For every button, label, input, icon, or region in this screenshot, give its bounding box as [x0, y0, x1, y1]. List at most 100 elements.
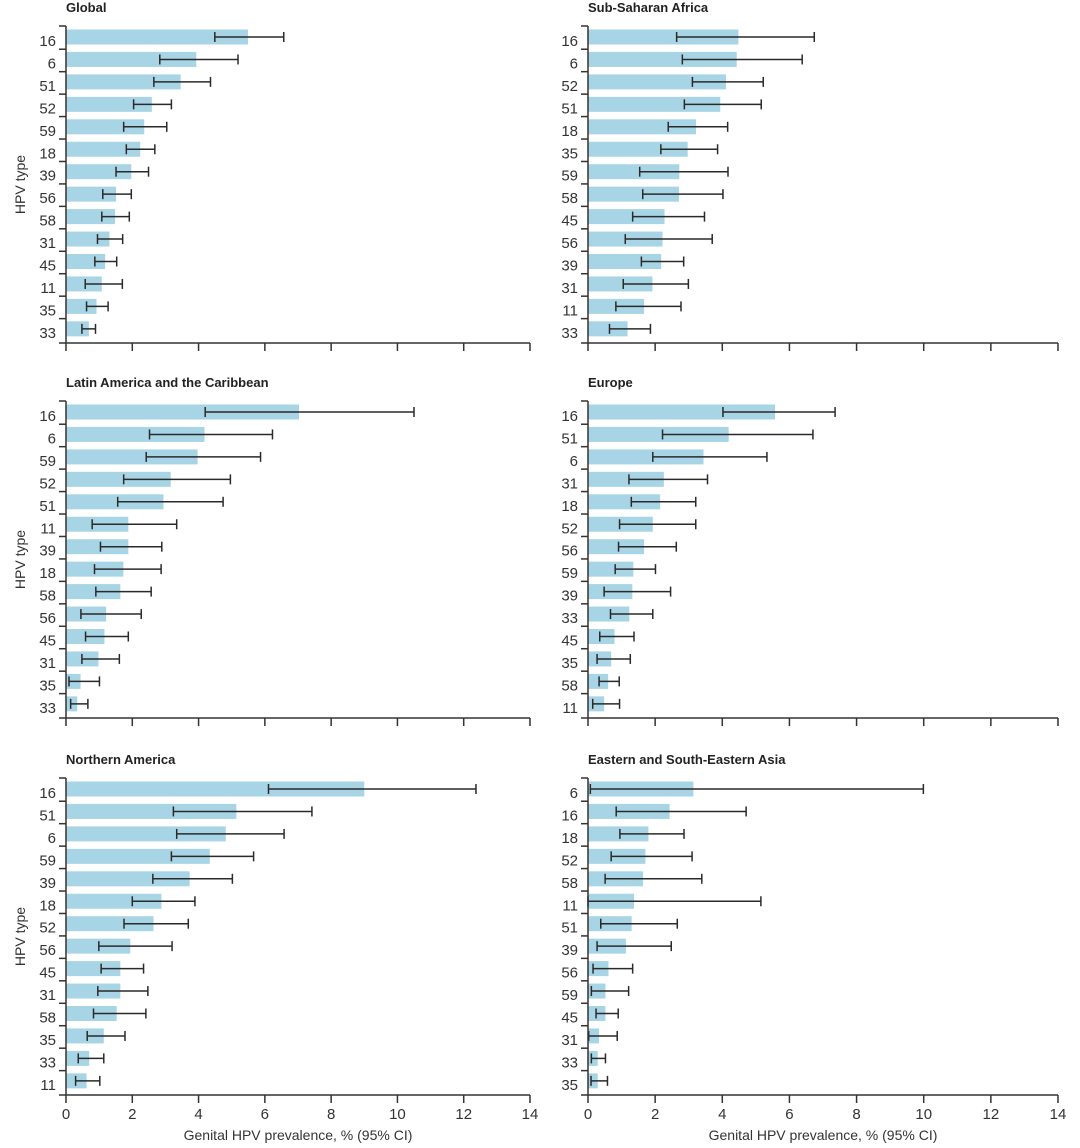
bar-hpv-39: [66, 539, 129, 555]
bar-hpv-18: [588, 494, 661, 510]
error-bar-hpv-39: [603, 586, 672, 597]
error-bar-hpv-31: [81, 653, 121, 664]
y-tick-label: 33: [39, 1054, 56, 1071]
error-bar-hpv-56: [98, 941, 173, 952]
error-bar-hpv-39: [596, 941, 673, 952]
bar-hpv-35: [588, 141, 688, 157]
bar-hpv-16: [588, 404, 775, 420]
error-bar-hpv-31: [628, 474, 709, 485]
error-bar-hpv-35: [85, 301, 109, 312]
y-tick-label: 56: [561, 235, 578, 252]
y-tick-label: 11: [562, 302, 578, 319]
y-tick-label: 52: [39, 100, 56, 117]
error-bar-hpv-45: [100, 963, 145, 974]
error-bar-hpv-16: [722, 407, 836, 417]
error-bar-hpv-59: [145, 451, 262, 462]
chart-svg: Eastern and South-Eastern Asia 6 16 18 52 58 1…: [561, 752, 1066, 1143]
chart-svg: Latin America and the Caribbean HPV type 1…: [12, 375, 531, 726]
chart-svg: Global HPV type 16 6 51 52 59 18 39 56 58 31 45 11 35 3…: [12, 0, 531, 351]
bar-hpv-58: [66, 584, 121, 600]
error-bar-hpv-11: [615, 301, 682, 312]
y-tick-label: 16: [561, 807, 578, 824]
error-bar-hpv-35: [68, 676, 101, 687]
error-bar-hpv-39: [640, 256, 685, 267]
bar-hpv-45: [66, 961, 121, 977]
error-bar-hpv-18: [93, 564, 162, 575]
y-tick-label: 35: [39, 302, 56, 319]
y-tick-label: 6: [48, 55, 56, 72]
error-bar-hpv-39: [99, 541, 163, 552]
bar-hpv-52: [66, 916, 154, 932]
bar-hpv-16: [66, 781, 365, 797]
bar-hpv-31: [588, 471, 664, 487]
y-tick-label: 56: [39, 942, 56, 959]
y-tick-label: 11: [562, 700, 578, 717]
y-tick-label: 52: [561, 520, 578, 537]
error-bar-hpv-58: [95, 586, 152, 597]
error-bar-hpv-51: [116, 496, 224, 507]
y-tick-label: 58: [561, 875, 578, 892]
panel-global: Global HPV type 16 6 51 52 59 18 39 56 58 31 45 11 35 3…: [0, 0, 540, 360]
y-tick-label: 16: [39, 408, 56, 425]
chart-svg: Northern America HPV type 16 51 6 59 39 18 52 56 4…: [12, 752, 538, 1143]
y-tick-label: 56: [39, 190, 56, 207]
bar-hpv-51: [588, 96, 721, 112]
y-tick-label: 18: [561, 830, 578, 847]
y-tick-label: 39: [561, 942, 578, 959]
panel-latin-america: Latin America and the Caribbean HPV type 1…: [0, 375, 540, 740]
bar-hpv-45: [588, 209, 665, 225]
bar-hpv-58: [588, 186, 679, 202]
error-bar-hpv-6: [148, 429, 274, 440]
bar-hpv-11: [66, 276, 102, 292]
y-tick-label: 56: [39, 610, 56, 627]
bar-hpv-6: [66, 426, 205, 442]
y-tick-label: 33: [561, 325, 578, 342]
error-bar-hpv-39: [152, 873, 234, 884]
panel-northern-america: Northern America HPV type 16 51 6 59 39 18 52 56 4…: [0, 752, 540, 1143]
bar-hpv-52: [588, 74, 726, 90]
y-tick-label: 18: [561, 123, 578, 140]
y-tick-label: 35: [561, 1077, 578, 1094]
bar-hpv-6: [588, 51, 737, 67]
y-tick-label: 18: [561, 498, 578, 515]
bar-hpv-58: [588, 673, 609, 689]
bar-hpv-16: [588, 29, 739, 45]
error-bar-hpv-18: [630, 496, 697, 507]
x-tick-label: 12: [455, 1106, 472, 1123]
x-tick-label: 8: [327, 1106, 335, 1123]
y-tick-label: 33: [561, 610, 578, 627]
y-tick-label: 59: [561, 987, 578, 1004]
y-tick-label: 6: [570, 785, 578, 802]
error-bar-hpv-33: [69, 698, 89, 709]
error-bar-hpv-59: [638, 166, 729, 177]
y-tick-label: 51: [39, 78, 56, 95]
error-bar-hpv-45: [94, 256, 118, 267]
error-bar-hpv-52: [122, 474, 232, 485]
error-bar-hpv-18: [131, 896, 196, 907]
y-tick-label: 56: [561, 543, 578, 560]
bar-hpv-33: [588, 321, 628, 337]
x-tick-label: 0: [584, 1106, 592, 1123]
x-tick-label: 10: [915, 1106, 932, 1123]
x-tick-label: 6: [261, 1106, 269, 1123]
bar-hpv-16: [66, 404, 299, 420]
error-bar-hpv-16: [214, 32, 285, 42]
error-bar-hpv-18: [667, 121, 729, 132]
bar-hpv-58: [66, 1006, 117, 1021]
y-tick-label: 18: [39, 145, 56, 162]
y-tick-label: 58: [39, 213, 56, 230]
bar-hpv-6: [588, 449, 704, 465]
y-tick-label: 45: [39, 633, 56, 650]
bar-hpv-6: [66, 51, 197, 67]
x-axis-label: Genital HPV prevalence, % (95% CI): [709, 1127, 938, 1143]
bar-hpv-59: [588, 561, 634, 577]
y-tick-label: 16: [39, 785, 56, 802]
y-tick-label: 58: [561, 190, 578, 207]
y-tick-label: 51: [561, 100, 578, 117]
y-tick-label: 39: [39, 875, 56, 892]
x-tick-label: 4: [718, 1106, 726, 1123]
y-tick-label: 31: [561, 1032, 578, 1049]
y-tick-label: 52: [39, 475, 56, 492]
bar-hpv-59: [66, 848, 210, 864]
bar-hpv-33: [588, 606, 630, 622]
